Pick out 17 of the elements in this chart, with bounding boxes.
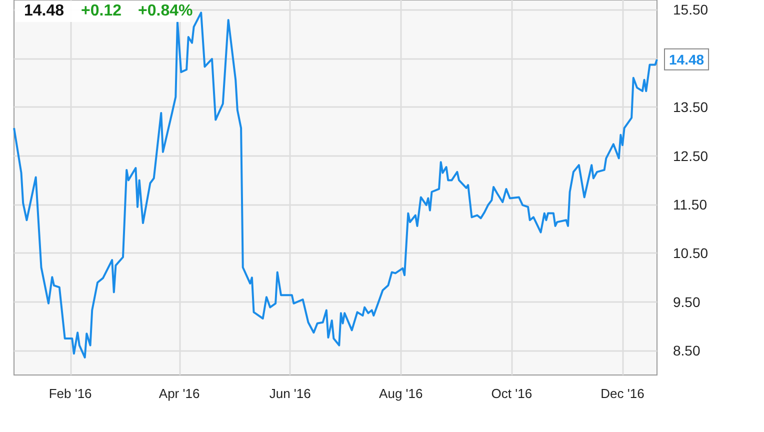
x-tick-label: Aug '16 xyxy=(379,386,423,401)
x-tick-label: Oct '16 xyxy=(491,386,532,401)
y-tick-label: 13.50 xyxy=(673,99,708,116)
annotation: +0.84% xyxy=(138,2,193,20)
x-tick-label: Feb '16 xyxy=(48,386,92,401)
annotation: 14.48 xyxy=(24,2,64,20)
y-tick-label: 12.50 xyxy=(673,148,708,164)
y-tick-label: 15.50 xyxy=(673,2,708,18)
x-tick-label: Jun '16 xyxy=(269,386,311,401)
annotation: 14.48 xyxy=(669,51,704,68)
y-tick-label: 8.50 xyxy=(673,342,700,359)
y-tick-label: 11.50 xyxy=(673,196,708,213)
x-tick-label: Dec '16 xyxy=(600,386,644,401)
y-tick-label: 10.50 xyxy=(673,245,708,262)
y-tick-label: 9.50 xyxy=(673,294,700,310)
annotation: +0.12 xyxy=(81,2,122,20)
x-tick-label: Apr '16 xyxy=(158,386,200,401)
